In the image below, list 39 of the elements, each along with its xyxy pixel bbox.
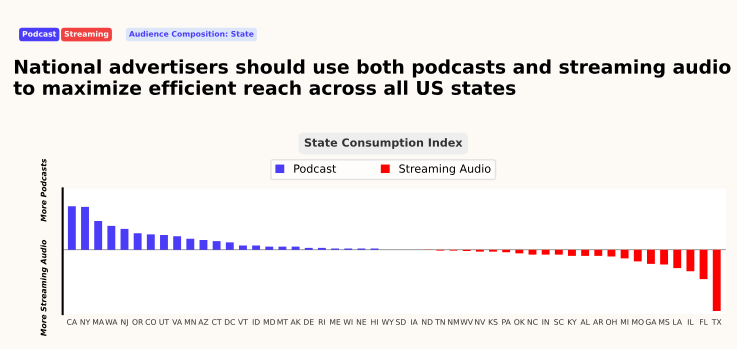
bar: [608, 250, 616, 256]
bar: [700, 250, 708, 280]
bar: [265, 246, 274, 250]
bar: [94, 220, 102, 250]
bar: [646, 250, 655, 264]
bar: [634, 250, 642, 262]
bar: [68, 206, 76, 250]
bar: [686, 250, 694, 272]
bar: [160, 235, 168, 250]
bar: [515, 250, 524, 254]
bar: [581, 250, 590, 256]
bar: [568, 250, 576, 256]
bar: [712, 250, 721, 312]
bar: [278, 246, 286, 250]
bar: [239, 245, 247, 250]
bar: [186, 238, 194, 250]
bar: [120, 228, 128, 250]
bar: [594, 250, 602, 256]
bar: [528, 250, 536, 255]
bar: [554, 250, 563, 255]
bar: [146, 234, 155, 250]
chart-subtitle: State Consumption Index: [304, 138, 462, 149]
bar: [173, 236, 182, 250]
bar: [226, 242, 234, 250]
bar: [673, 250, 682, 268]
bar: [81, 206, 89, 250]
bar: [660, 250, 668, 264]
bar: [107, 226, 116, 250]
bar: [620, 250, 629, 258]
bar: [134, 233, 142, 250]
bar: [212, 241, 221, 250]
legend-label: Streaming Audio: [399, 164, 490, 175]
bar: [542, 250, 550, 255]
bar: [502, 250, 510, 252]
bar: [292, 246, 300, 250]
bar: [200, 240, 208, 250]
chart-title: National advertisers should use both podcasts and streaming audio to maximize efficient reach across all US states: [14, 59, 730, 95]
bar: [252, 245, 260, 250]
legend-label: Podcast: [294, 164, 336, 173]
